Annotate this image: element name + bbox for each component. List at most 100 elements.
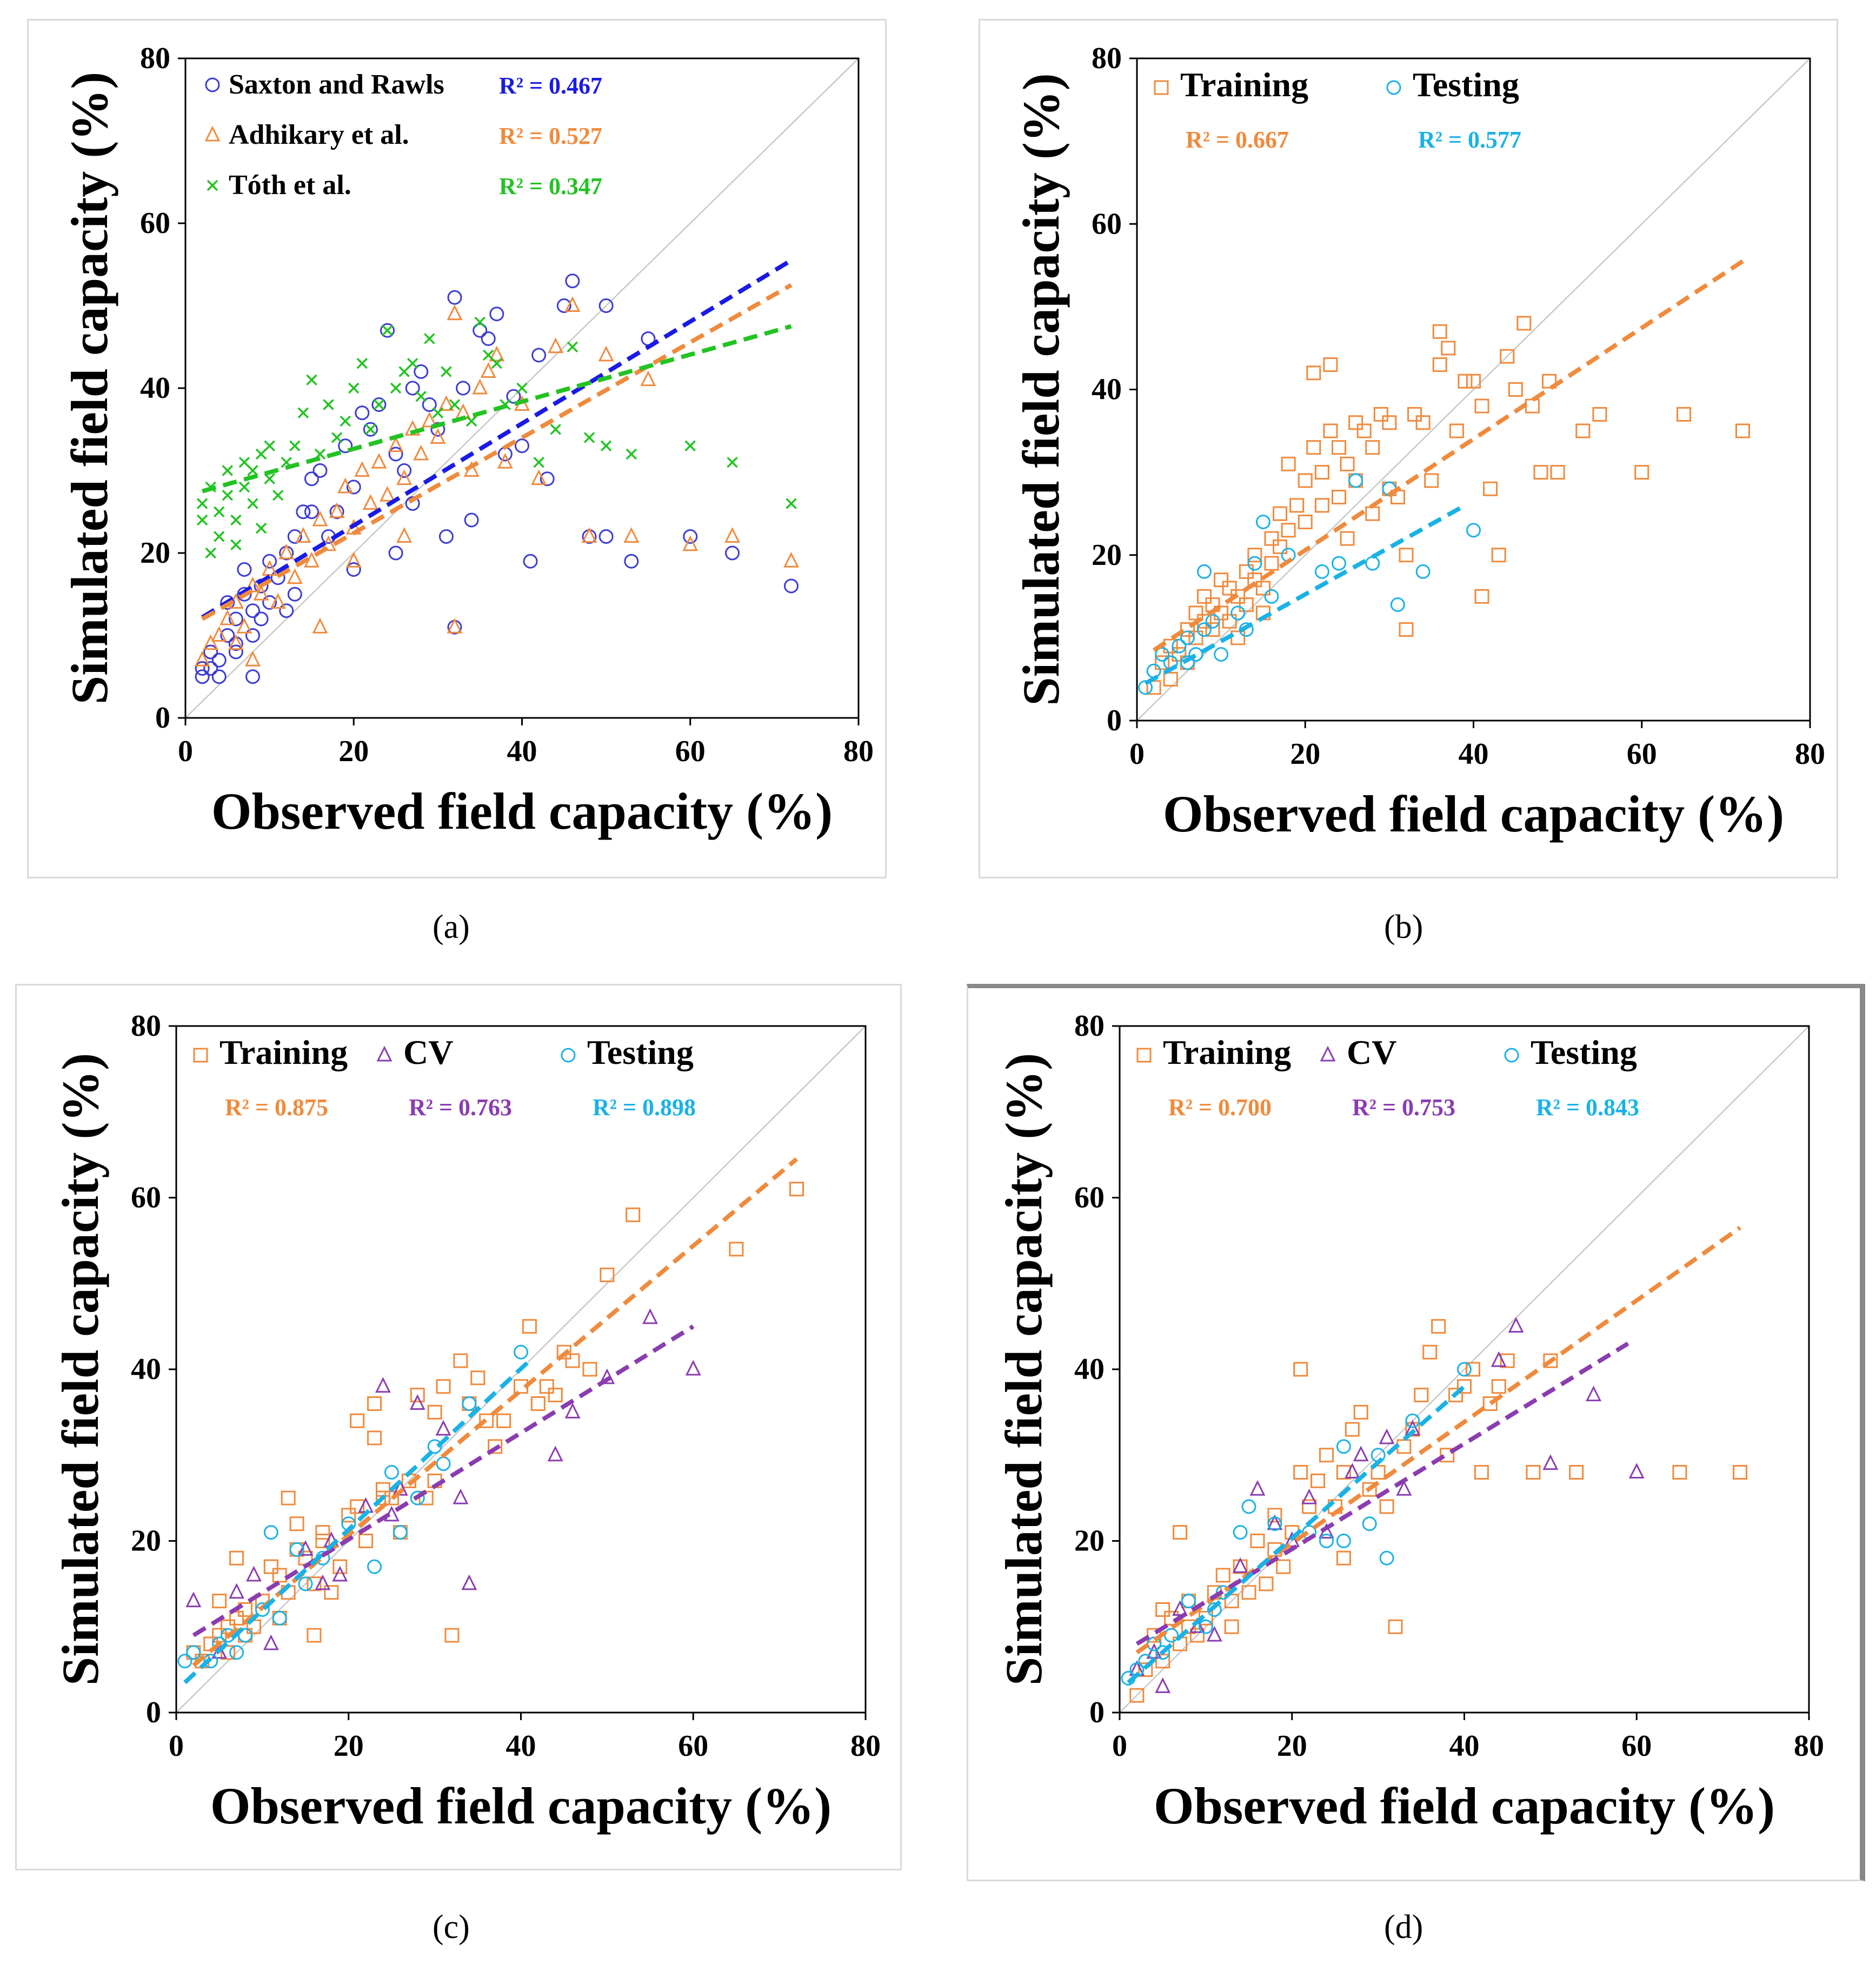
data-point bbox=[531, 469, 547, 485]
data-point bbox=[238, 1628, 252, 1643]
y-tick-label: 20 bbox=[1074, 1524, 1105, 1558]
data-point bbox=[1634, 465, 1649, 480]
data-point bbox=[1197, 589, 1212, 604]
legend-label: Adhikary et al. bbox=[229, 119, 409, 150]
data-point bbox=[255, 448, 267, 460]
y-tick-label: 60 bbox=[140, 207, 170, 240]
data-point bbox=[289, 1542, 304, 1557]
data-point bbox=[1491, 548, 1506, 563]
data-point bbox=[337, 477, 354, 494]
data-point bbox=[1336, 1439, 1351, 1454]
data-point bbox=[1264, 531, 1279, 546]
y-tick-label: 0 bbox=[1107, 704, 1122, 737]
data-point bbox=[340, 415, 351, 427]
data-point bbox=[488, 1439, 503, 1454]
data-point bbox=[1250, 1534, 1265, 1548]
data-point bbox=[254, 611, 269, 627]
data-point bbox=[1224, 1594, 1239, 1609]
data-point bbox=[245, 603, 260, 618]
data-point bbox=[1336, 1550, 1351, 1566]
data-point bbox=[365, 424, 376, 435]
data-point bbox=[329, 502, 345, 518]
data-point bbox=[1474, 1465, 1489, 1480]
data-point bbox=[523, 554, 538, 569]
data-point bbox=[1205, 614, 1220, 629]
data-point bbox=[515, 438, 529, 454]
legend-label: Testing bbox=[1531, 1033, 1637, 1071]
data-point bbox=[415, 391, 427, 402]
data-point bbox=[506, 389, 521, 404]
data-point bbox=[272, 1568, 287, 1583]
y-tick-label: 80 bbox=[140, 42, 170, 75]
data-point bbox=[1362, 1516, 1377, 1531]
legend-marker bbox=[1154, 80, 1169, 95]
data-point bbox=[1281, 456, 1296, 471]
data-point bbox=[461, 1574, 477, 1590]
data-point bbox=[1276, 1559, 1291, 1574]
data-point bbox=[1241, 1585, 1256, 1600]
data-point bbox=[598, 345, 614, 362]
data-point bbox=[396, 527, 413, 543]
data-point bbox=[1173, 1525, 1188, 1540]
data-point bbox=[1205, 622, 1220, 637]
data-point bbox=[1267, 1514, 1283, 1530]
x-tick-label: 40 bbox=[1449, 1729, 1480, 1763]
data-point bbox=[1323, 423, 1338, 438]
data-point bbox=[1415, 564, 1431, 579]
data-point bbox=[1569, 1465, 1584, 1480]
data-point bbox=[219, 609, 236, 625]
data-point bbox=[514, 1344, 528, 1360]
data-point bbox=[245, 650, 261, 667]
data-point bbox=[1432, 357, 1447, 372]
y-tick-label: 20 bbox=[1092, 538, 1122, 572]
data-point bbox=[447, 617, 463, 634]
data-point bbox=[1336, 1534, 1351, 1548]
r2-label: R² = 0.875 bbox=[225, 1094, 328, 1121]
data-point bbox=[332, 1559, 348, 1574]
trend-line bbox=[192, 1157, 799, 1667]
data-point bbox=[1207, 1602, 1222, 1617]
data-point bbox=[1440, 1448, 1455, 1463]
one-to-one-line bbox=[1136, 58, 1811, 721]
data-point bbox=[1180, 655, 1195, 670]
legend-marker bbox=[1136, 1048, 1152, 1063]
data-point bbox=[298, 1576, 313, 1591]
y-axis-label: Simulated field capacity (%) bbox=[995, 1053, 1053, 1686]
data-point bbox=[262, 554, 277, 569]
data-point bbox=[427, 1404, 442, 1420]
legend-label: Tóth et al. bbox=[229, 170, 351, 201]
data-point bbox=[556, 298, 571, 313]
legend-marker bbox=[1504, 1048, 1519, 1063]
series-training bbox=[1146, 316, 1750, 695]
y-tick-label: 80 bbox=[1074, 1009, 1105, 1043]
data-point bbox=[1302, 1499, 1317, 1514]
data-point bbox=[230, 539, 242, 550]
data-point bbox=[1293, 1362, 1308, 1377]
data-point bbox=[1432, 324, 1447, 339]
data-point bbox=[356, 358, 368, 369]
data-point bbox=[1214, 647, 1229, 662]
data-point bbox=[296, 504, 311, 519]
data-point bbox=[392, 1480, 408, 1496]
data-point bbox=[1431, 1319, 1446, 1334]
caption-b: (b) bbox=[1384, 909, 1423, 945]
r2-label: R² = 0.667 bbox=[1186, 126, 1289, 153]
legend-marker bbox=[207, 179, 218, 191]
data-point bbox=[264, 440, 275, 451]
legend-marker bbox=[1386, 80, 1401, 95]
data-point bbox=[1399, 548, 1414, 563]
caption-c: (c) bbox=[433, 1909, 470, 1946]
data-point bbox=[228, 644, 243, 660]
data-point bbox=[462, 1396, 477, 1411]
data-point bbox=[246, 1566, 262, 1582]
data-point bbox=[1264, 589, 1279, 604]
data-point bbox=[582, 1362, 597, 1377]
data-point bbox=[1526, 1465, 1541, 1480]
x-tick-label: 80 bbox=[843, 735, 874, 768]
data-point bbox=[287, 587, 302, 602]
data-point bbox=[483, 349, 494, 361]
legend-marker bbox=[561, 1048, 576, 1063]
data-point bbox=[1264, 556, 1279, 571]
data-point bbox=[1214, 605, 1229, 621]
data-point bbox=[1181, 1594, 1196, 1609]
